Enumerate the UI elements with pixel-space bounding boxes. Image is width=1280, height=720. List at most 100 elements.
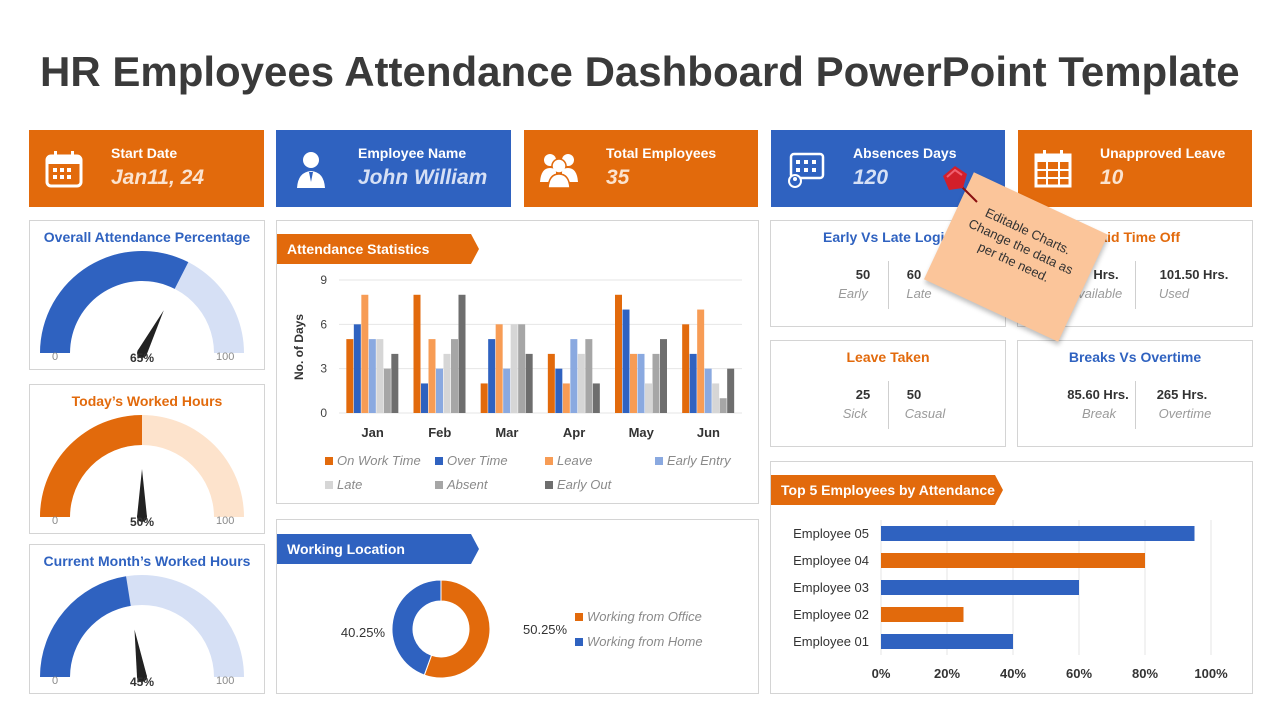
gauge-title: Today’s Worked Hours (71, 393, 223, 409)
gauge-needle-hub (137, 512, 147, 522)
bar (881, 553, 1145, 568)
calendar-icon (43, 148, 85, 190)
stat-title: Breaks Vs Overtime (1068, 349, 1202, 365)
legend-item: Early Out (545, 477, 611, 492)
stat-label-a: Early (838, 286, 868, 301)
bar (421, 383, 428, 413)
gauge-min-label: 0 (52, 675, 59, 687)
employee-icon (290, 148, 332, 190)
bar (503, 368, 511, 413)
gauge-chart (40, 575, 244, 682)
gauge-needle (137, 310, 164, 356)
stat-value-a: 50 (855, 267, 871, 282)
stat-label-b: Used (1158, 286, 1190, 301)
stat-value-a: Hrs. (1093, 267, 1119, 282)
bar (353, 324, 361, 413)
y-tick-label: Employee 05 (793, 526, 869, 541)
gauge-needle (134, 629, 147, 678)
bar (719, 398, 727, 413)
kpi-value: Jan11, 24 (111, 166, 205, 189)
bar (727, 368, 735, 413)
gauge-max-label: 100 (216, 675, 235, 687)
stat-value-b: 101.50 Hrs. (1159, 267, 1229, 282)
schedule-icon (785, 148, 827, 190)
gauge-fill (40, 576, 131, 677)
kpi-label: Absences Days (853, 145, 957, 161)
stat-panel-breaks-overtime: Breaks Vs Overtime 85.60 Hrs. Break 265 … (1017, 340, 1253, 447)
divider (888, 261, 889, 309)
x-tick-label: Feb (428, 425, 451, 440)
bar (881, 634, 1013, 649)
bar (622, 309, 630, 413)
bar (443, 353, 451, 413)
bar (383, 368, 391, 413)
x-tick-label: Mar (495, 425, 518, 440)
x-tick-label: Jan (361, 425, 383, 440)
bar (495, 324, 503, 413)
x-tick-label: Apr (563, 425, 585, 440)
working-location-panel: Working Location 50.25% 40.25% Working fr… (276, 519, 759, 694)
gauge-max-label: 100 (216, 515, 235, 527)
kpi-label: Total Employees (606, 145, 717, 161)
legend-item: On Work Time (325, 453, 421, 468)
kpi-employee-name[interactable]: Employee Name John William (276, 130, 511, 207)
bar (592, 383, 600, 413)
stat-title: Paid Time Off (1090, 229, 1180, 245)
y-tick-label: Employee 03 (793, 580, 869, 595)
gauge-needle (137, 469, 147, 517)
bar (480, 383, 488, 413)
bar (660, 339, 667, 413)
kpi-total-employees[interactable]: Total Employees 35 (524, 130, 758, 207)
divider (1135, 381, 1136, 429)
bar (577, 353, 585, 413)
gauge-percent: 50% (129, 515, 155, 529)
x-tick-label: Jun (697, 425, 720, 440)
gauge-fill (40, 250, 189, 353)
stat-value-a: 85.60 Hrs. (1067, 387, 1129, 402)
kpi-label: Unapproved Leave (1100, 145, 1226, 161)
stat-label-b: Casual (904, 406, 946, 421)
bar (682, 324, 690, 413)
stat-label-a: Sick (842, 406, 868, 421)
stat-value-b: 265 Hrs. (1156, 387, 1208, 402)
top5-ribbon: Top 5 Employees by Attendance (771, 475, 1003, 505)
y-tick-label: Employee 02 (793, 607, 869, 622)
gauge-max-label: 100 (216, 351, 235, 363)
bar (697, 309, 705, 413)
bar (525, 353, 533, 413)
kpi-start-date[interactable]: Start Date Jan11, 24 (29, 130, 264, 207)
y-tick-label: 3 (320, 362, 327, 376)
gauge-needle-hub (137, 348, 147, 358)
stat-value-b: 60 (906, 267, 922, 282)
bar (510, 324, 518, 413)
kpi-absences-days[interactable]: Absences Days 120 (771, 130, 1005, 207)
bar (637, 353, 645, 413)
kpi-value: John William (358, 166, 488, 189)
bar (413, 294, 421, 413)
attendance-statistics-panel: Attendance Statistics 0 3 6 9 No. of Days Jan… (276, 220, 759, 504)
attendance-ribbon: Attendance Statistics (277, 234, 479, 264)
bar (881, 607, 964, 622)
bar (458, 294, 466, 413)
gauge-panel-overall-attendance: Overall Attendance Percentage 0 100 65% (29, 220, 265, 370)
stat-label-b: Overtime (1158, 406, 1212, 421)
kpi-unapproved-leave[interactable]: Unapproved Leave 10 (1018, 130, 1252, 207)
bar (585, 339, 593, 413)
kpi-label: Employee Name (358, 145, 467, 161)
bar (881, 526, 1195, 541)
gauge-needle-hub (137, 672, 147, 682)
bar (630, 353, 637, 413)
bar (428, 339, 436, 413)
x-tick-label: 40% (1000, 666, 1026, 681)
gauge-fill (40, 415, 142, 517)
y-tick-label: Employee 04 (793, 553, 869, 568)
bar (570, 339, 578, 413)
legend-item: Over Time (435, 453, 508, 468)
top5-panel: Top 5 Employees by Attendance 0% 20% 40% 60… (770, 461, 1253, 694)
y-tick-label: Employee 01 (793, 634, 869, 649)
team-icon (538, 148, 580, 190)
gauge-panel-month-hours: Current Month’s Worked Hours 0 100 45% (29, 544, 265, 694)
gauge-percent: 45% (129, 675, 155, 689)
stat-panel-leave-taken: Leave Taken 25 Sick 50 Casual (770, 340, 1006, 447)
bar (376, 339, 384, 413)
